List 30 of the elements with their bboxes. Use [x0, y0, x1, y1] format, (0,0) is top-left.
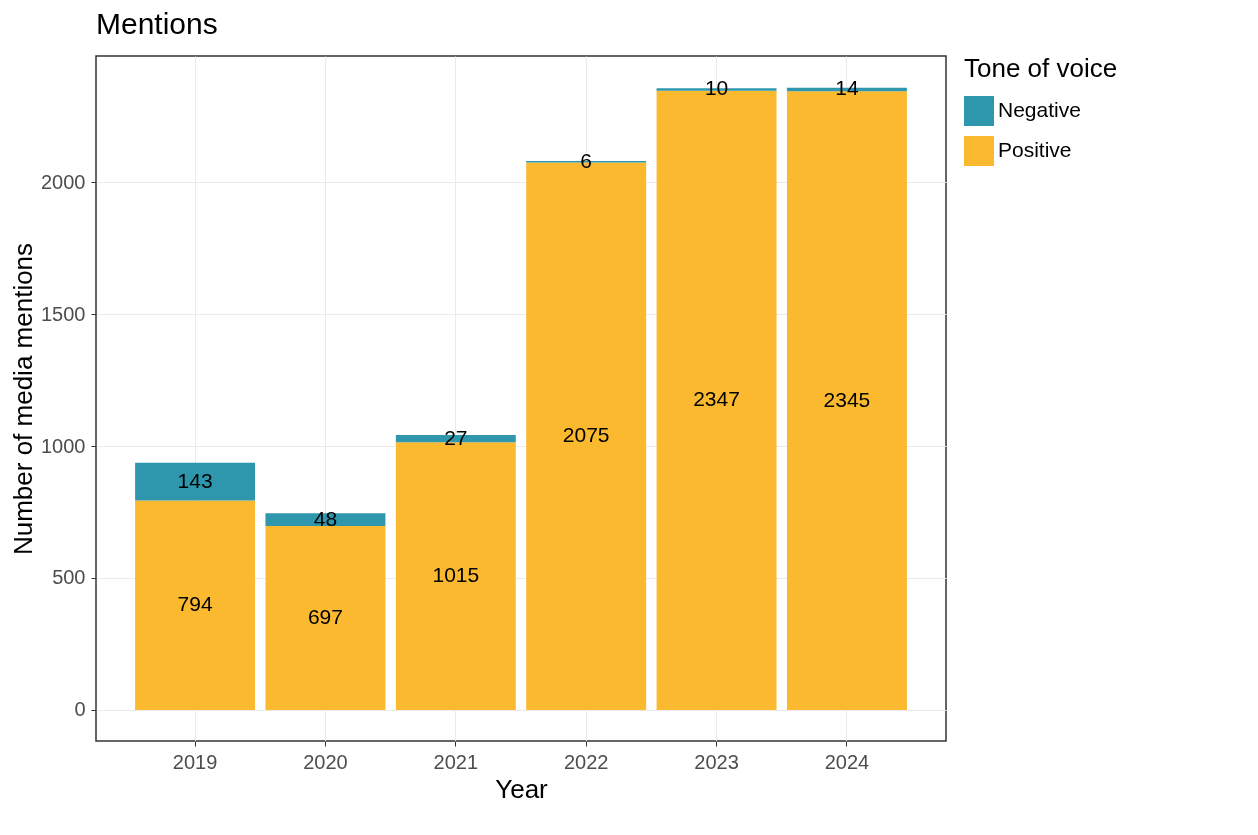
y-tick-label: 1500 — [41, 302, 86, 325]
chart-title: Mentions — [96, 7, 218, 40]
x-axis-title: Year — [495, 773, 549, 804]
data-label: 2075 — [562, 423, 610, 447]
data-label: 794 — [177, 592, 213, 616]
data-label: 143 — [177, 468, 213, 492]
y-tick-label: 2000 — [41, 170, 86, 193]
bar — [135, 462, 256, 501]
y-tick-label: 0 — [74, 698, 86, 721]
data-label: 1015 — [432, 563, 480, 587]
legend-title: Tone of voice — [964, 53, 1118, 83]
x-tick-label: 2022 — [563, 750, 609, 773]
data-label: 2347 — [693, 387, 740, 411]
x-tick-label: 2024 — [824, 750, 870, 773]
data-label: 10 — [704, 76, 729, 100]
x-tick-label: 2021 — [433, 750, 479, 773]
data-label: 697 — [307, 604, 343, 628]
legend-label: Negative — [998, 98, 1081, 121]
bar — [135, 500, 256, 710]
y-axis-title: Number of media mentions — [8, 242, 39, 556]
legend-label: Positive — [998, 138, 1072, 161]
x-tick-label: 2023 — [694, 750, 739, 773]
bar — [265, 513, 386, 527]
x-tick-label: 2020 — [303, 750, 348, 773]
bar — [265, 526, 386, 710]
data-label: 48 — [313, 506, 338, 530]
x-tick-label: 2019 — [172, 750, 218, 773]
y-tick-label: 500 — [52, 566, 86, 589]
data-label: 2345 — [823, 387, 871, 411]
y-tick-label: 1000 — [41, 434, 86, 457]
